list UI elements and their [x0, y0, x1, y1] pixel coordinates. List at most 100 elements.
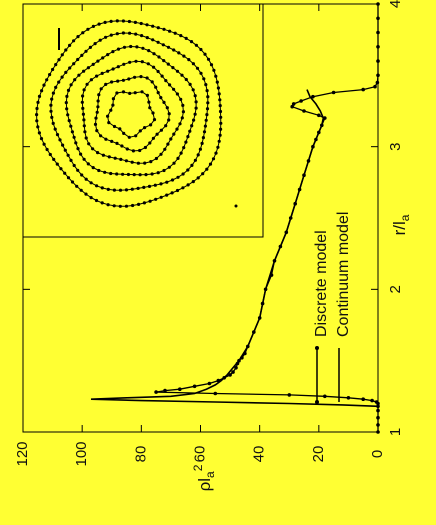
- series-0-point-52: [331, 90, 336, 95]
- inset-particle-2-49: [175, 127, 179, 131]
- inset-particle-3-26: [66, 88, 71, 92]
- series-0-point-14: [163, 388, 167, 393]
- inset-particle-1-26: [127, 77, 131, 81]
- inset-particle-4-47: [151, 38, 155, 42]
- inset-particle-5-52: [168, 29, 172, 33]
- inset-particle-5-34: [68, 43, 72, 48]
- inset-particle-4-55: [191, 62, 195, 66]
- inset-particle-5-51: [162, 27, 166, 31]
- inset-particle-3-62: [182, 146, 186, 150]
- inset-particle-5-73: [218, 133, 222, 137]
- x-axis-title-sub: a: [398, 214, 412, 221]
- inset-particle-5-64: [215, 80, 219, 84]
- inset-particle-4-69: [200, 141, 204, 145]
- inset-particle-2-39: [160, 74, 164, 78]
- inset-particle-5-46: [133, 20, 137, 24]
- inset-particle-0-12: [109, 108, 113, 112]
- inset-particle-4-34: [80, 53, 84, 58]
- inset-particle-2-20: [81, 112, 85, 116]
- series-0-point-22: [234, 366, 238, 370]
- inset-particle-3-7: [121, 172, 125, 176]
- inset-particle-1-18: [96, 105, 100, 109]
- inset-particle-2-7: [130, 160, 134, 164]
- inset-particle-5-63: [214, 74, 218, 78]
- inset-particle-5-20: [35, 119, 39, 123]
- inset-particle-4-43: [128, 31, 132, 35]
- inset-particle-4-13: [72, 163, 76, 168]
- y-tick-label-6: 120: [14, 441, 31, 466]
- inset-particle-5-26: [42, 83, 46, 87]
- inset-particle-3-22: [66, 113, 70, 117]
- inset-particle-0-15: [115, 91, 119, 95]
- series-0-point-50: [299, 99, 303, 103]
- inset-particle-5-35: [72, 39, 76, 43]
- inset-particle-5-12: [55, 162, 59, 166]
- inset-particle-4-44: [134, 32, 138, 36]
- inset-particle-1-0: [164, 124, 168, 128]
- inset-particle-4-7: [100, 186, 104, 190]
- inset-particle-2-19: [82, 118, 86, 122]
- inset-particle-5-75: [216, 145, 220, 149]
- inset-particle-1-11: [110, 139, 114, 143]
- inset-particle-3-24: [64, 101, 68, 105]
- inset-particle-4-61: [206, 95, 210, 99]
- inset-frame: [22, 3, 264, 238]
- inset-particle-3-25: [65, 94, 69, 98]
- inset-particle-4-37: [93, 42, 97, 46]
- series-0-point-57: [376, 59, 380, 63]
- inset-particle-4-32: [72, 62, 76, 66]
- series-0-point-12: [213, 391, 218, 396]
- inset-particle-2-21: [81, 106, 85, 110]
- inset-particle-4-71: [196, 153, 200, 157]
- inset-particle-5-77: [211, 157, 216, 161]
- inset-particle-0-2: [149, 123, 153, 127]
- series-0-point-21: [231, 370, 235, 374]
- inset-particle-5-0: [112, 204, 116, 208]
- inset-particle-2-43: [175, 92, 179, 96]
- inset-particle-4-56: [195, 66, 200, 70]
- inset-particle-1-36: [167, 112, 171, 116]
- inset-particle-3-50: [184, 77, 188, 82]
- inset-particle-5-5: [84, 192, 88, 196]
- inset-particle-4-48: [156, 40, 160, 44]
- inset-particle-5-25: [40, 89, 44, 93]
- inset-particle-4-42: [121, 31, 125, 35]
- inset-particle-5-83: [186, 183, 190, 187]
- inset-particle-1-31: [154, 85, 158, 89]
- legend-entry-continuum: Continuum model: [335, 212, 352, 402]
- inset-particle-5-22: [35, 106, 39, 111]
- inset-particle-1-16: [94, 116, 98, 120]
- inset-particle-3-44: [157, 55, 161, 59]
- inset-particle-4-74: [186, 168, 190, 172]
- inset-particle-5-41: [103, 20, 107, 24]
- inset-particle-4-68: [201, 136, 205, 140]
- inset-particle-3-42: [147, 49, 151, 53]
- inset-particle-1-23: [110, 80, 114, 84]
- inset-particle-5-16: [42, 142, 46, 146]
- inset-particle-3-65: [172, 161, 176, 165]
- inset-particle-5-48: [145, 23, 149, 27]
- inset-particle-3-49: [180, 73, 184, 77]
- inset-particle-1-33: [159, 96, 163, 100]
- inset-particle-3-48: [175, 69, 180, 73]
- inset-particle-5-95: [118, 204, 122, 208]
- inset-particle-2-5: [143, 161, 147, 165]
- inset-stray-dot: [234, 204, 238, 208]
- inset-particle-5-13: [52, 157, 56, 161]
- inset-particle-1-19: [96, 99, 100, 103]
- inset-particle-5-21: [35, 113, 39, 117]
- inset-particle-2-38: [156, 69, 160, 74]
- inset-particle-2-1: [163, 147, 167, 151]
- inset-particle-5-59: [203, 52, 207, 56]
- legend-label-continuum: Continuum model: [335, 212, 352, 337]
- inset-particle-0-4: [138, 129, 142, 133]
- inset-particle-3-58: [190, 124, 194, 128]
- inset-particle-5-33: [64, 48, 68, 52]
- inset-particle-4-18: [58, 138, 62, 142]
- inset-particle-5-56: [189, 40, 194, 44]
- inset-particle-5-55: [184, 36, 188, 41]
- inset-particle-3-2: [150, 172, 154, 176]
- inset-particle-3-51: [188, 82, 192, 86]
- series-0-point-20: [228, 373, 232, 377]
